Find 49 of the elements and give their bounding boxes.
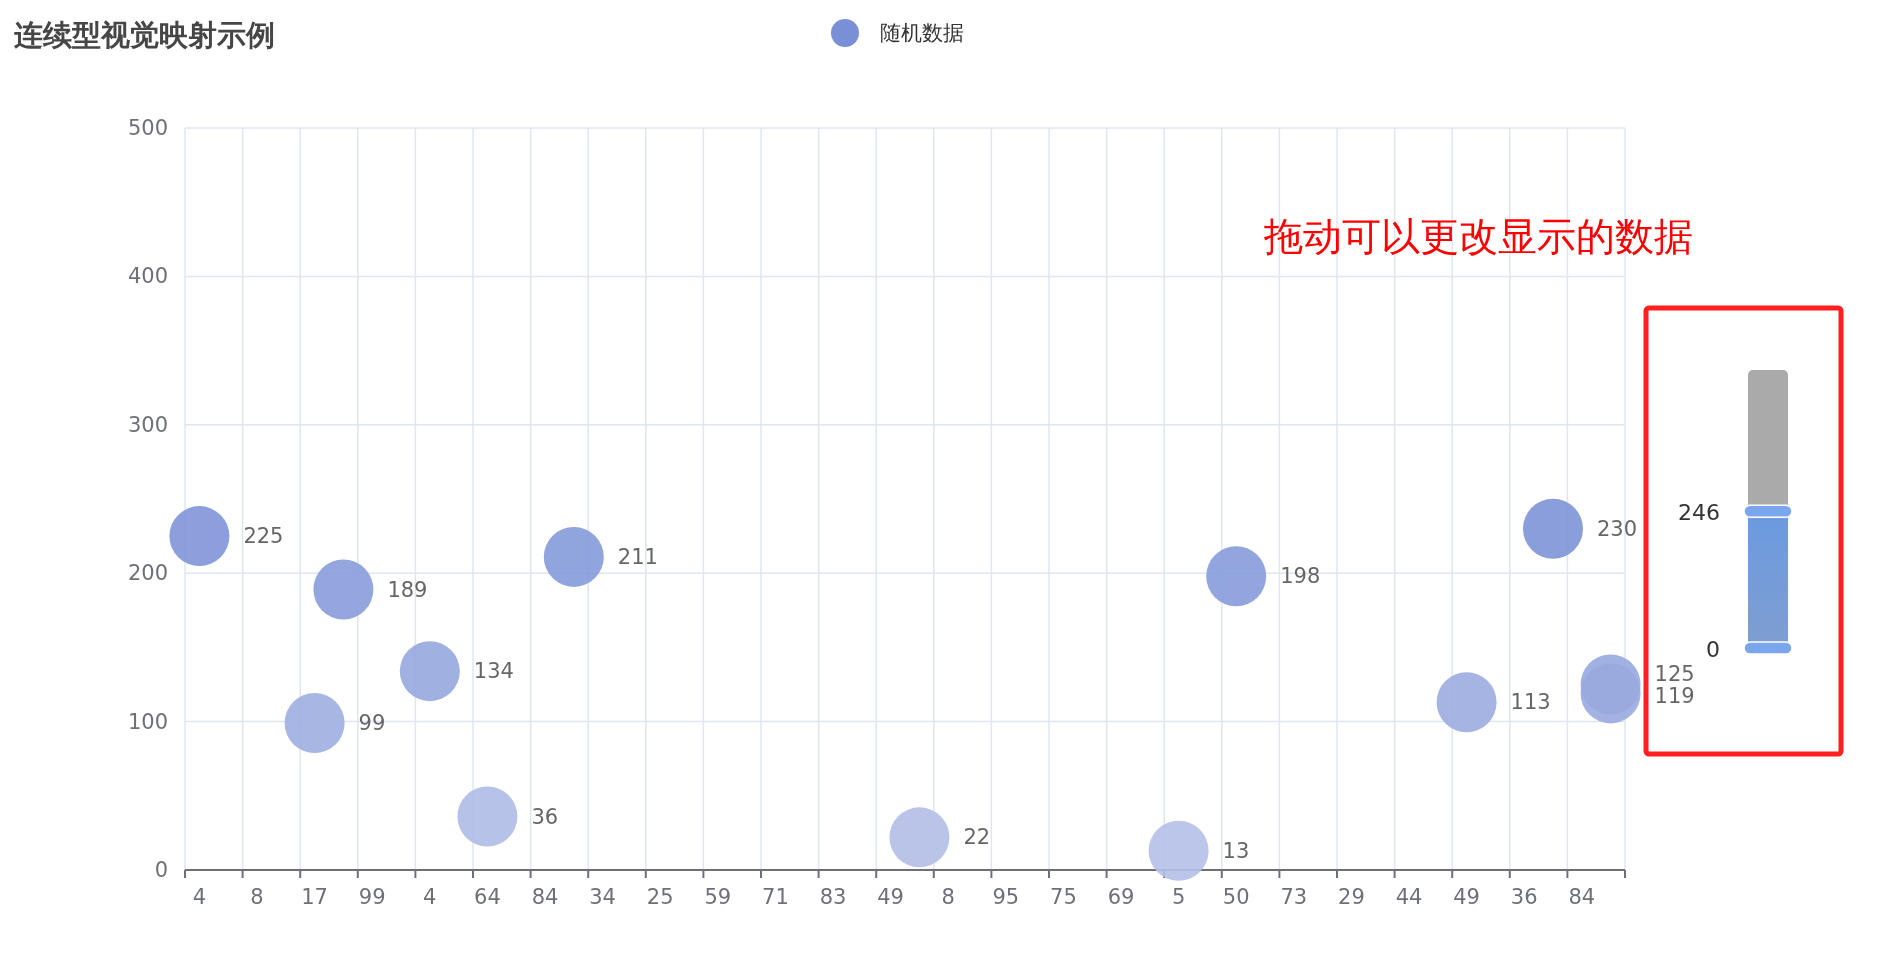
x-tick-label: 75 (1050, 885, 1077, 909)
data-label: 13 (1222, 838, 1250, 863)
x-tick-label: 4 (192, 885, 207, 909)
x-tick-label: 29 (1338, 885, 1365, 909)
data-label: 225 (243, 524, 284, 549)
x-tick-label: 8 (941, 885, 955, 909)
y-tick-label: 100 (127, 709, 168, 734)
color-bar-label: 0 (1706, 637, 1720, 662)
data-label: 125 (1654, 661, 1695, 686)
x-tick-label: 73 (1280, 885, 1308, 909)
x-tick-label: 71 (762, 885, 789, 909)
x-tick-label: 49 (877, 885, 904, 909)
x-tick-label: 83 (819, 885, 847, 909)
x-tick-label: 84 (1568, 885, 1596, 909)
data-label: 230 (1597, 516, 1638, 541)
x-tick-label: 5 (1171, 885, 1186, 909)
x-tick-label: 95 (992, 885, 1020, 909)
y-tick-label: 0 (154, 858, 168, 882)
x-tick-label: 8 (250, 885, 264, 909)
y-tick-label: 300 (127, 412, 168, 437)
x-tick-label: 44 (1395, 885, 1423, 909)
y-tick-label: 500 (127, 116, 168, 140)
x-tick-label: 99 (358, 885, 386, 909)
x-tick-label: 64 (474, 885, 501, 909)
x-tick-label: 69 (1107, 885, 1135, 909)
data-label: 198 (1280, 564, 1321, 589)
y-tick-label: 400 (127, 264, 168, 289)
data-label: 134 (473, 659, 514, 684)
color-bar-label: 246 (1678, 500, 1720, 526)
y-tick-label: 200 (127, 561, 168, 586)
data-label: 22 (963, 825, 991, 850)
data-label: 113 (1510, 690, 1551, 715)
x-tick-label: 36 (1510, 885, 1538, 909)
x-tick-label: 84 (531, 885, 559, 909)
data-label: 36 (531, 804, 559, 829)
data-label: 211 (617, 544, 658, 569)
legend-label: 随机数据 (880, 21, 964, 45)
data-label: 99 (358, 711, 386, 736)
annotation: 拖动可以更改显示的数据 (1262, 214, 1693, 259)
x-tick-label: 49 (1453, 885, 1480, 909)
x-tick-label: 50 (1222, 885, 1250, 909)
x-tick-label: 17 (301, 885, 328, 909)
x-tick-label: 59 (704, 885, 732, 909)
x-tick-label: 25 (646, 885, 674, 909)
x-tick-label: 34 (589, 885, 616, 909)
data-label: 119 (1654, 683, 1695, 708)
chart-title: 连续型视觉映射示例 (14, 18, 275, 52)
data-label: 189 (387, 577, 428, 602)
x-tick-label: 4 (423, 885, 437, 909)
